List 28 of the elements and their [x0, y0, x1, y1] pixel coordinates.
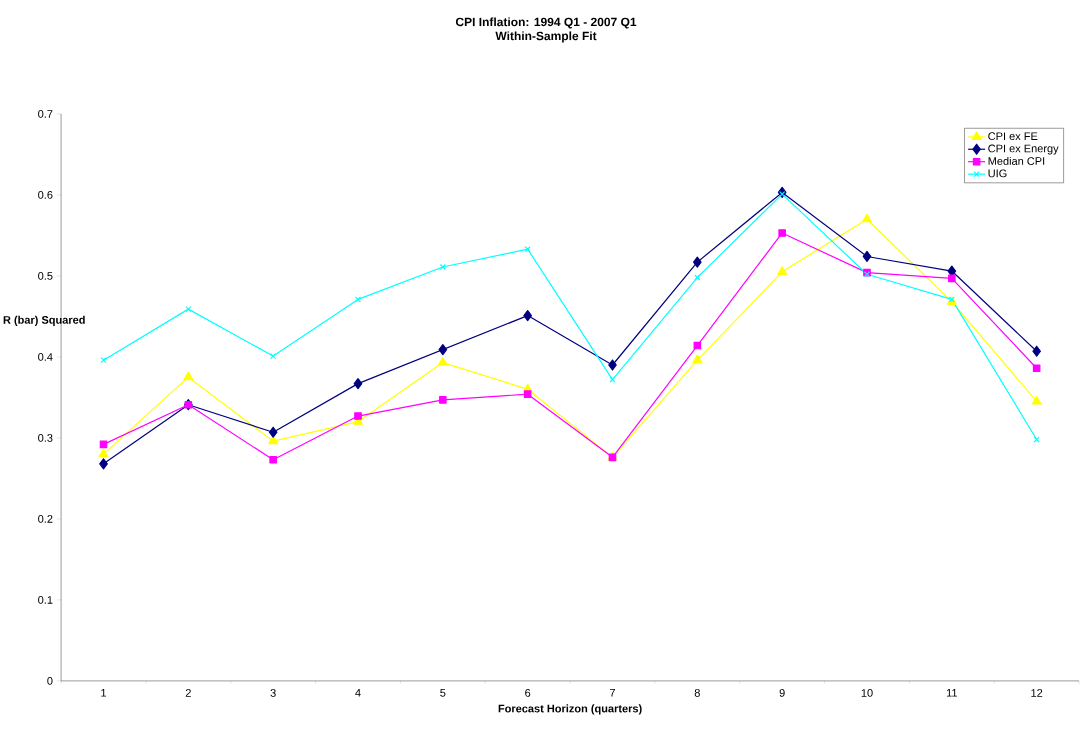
legend-label: UIG [988, 169, 1007, 178]
chart-subtitle: Within-Sample Fit [495, 31, 597, 43]
y-tick-label: 0.5 [38, 272, 53, 280]
legend-label: CPI ex Energy [988, 144, 1059, 155]
x-tick-label: 9 [779, 689, 785, 697]
legend-label: Median CPI [988, 156, 1045, 165]
x-tick-label: 3 [270, 689, 276, 697]
y-tick-label: 0.4 [38, 353, 53, 361]
y-tick-label: 0.6 [38, 191, 53, 199]
y-tick-label: 0.2 [38, 515, 53, 523]
x-tick-label: 6 [525, 689, 531, 697]
x-tick-label: 11 [946, 689, 957, 697]
x-tick-label: 7 [610, 689, 615, 697]
x-tick-label: 5 [440, 689, 446, 697]
chart-title: CPI Inflation: 1994 Q1 - 2007 Q1 [455, 17, 637, 29]
x-tick-label: 12 [1031, 689, 1043, 697]
y-axis-title: R (bar) Squared [3, 315, 85, 326]
x-tick-label: 8 [694, 689, 700, 697]
y-tick-label: 0.1 [38, 596, 53, 604]
x-axis-title: Forecast Horizon (quarters) [498, 704, 642, 715]
x-tick-label: 1 [101, 689, 107, 697]
y-tick-label: 0.3 [38, 434, 53, 442]
y-tick-label: 0.7 [38, 110, 53, 118]
y-tick-label: 0 [47, 677, 53, 685]
x-tick-label: 2 [185, 689, 191, 697]
x-tick-label: 10 [861, 689, 873, 697]
x-tick-label: 4 [355, 689, 361, 697]
legend-label: CPI ex FE [988, 132, 1038, 141]
